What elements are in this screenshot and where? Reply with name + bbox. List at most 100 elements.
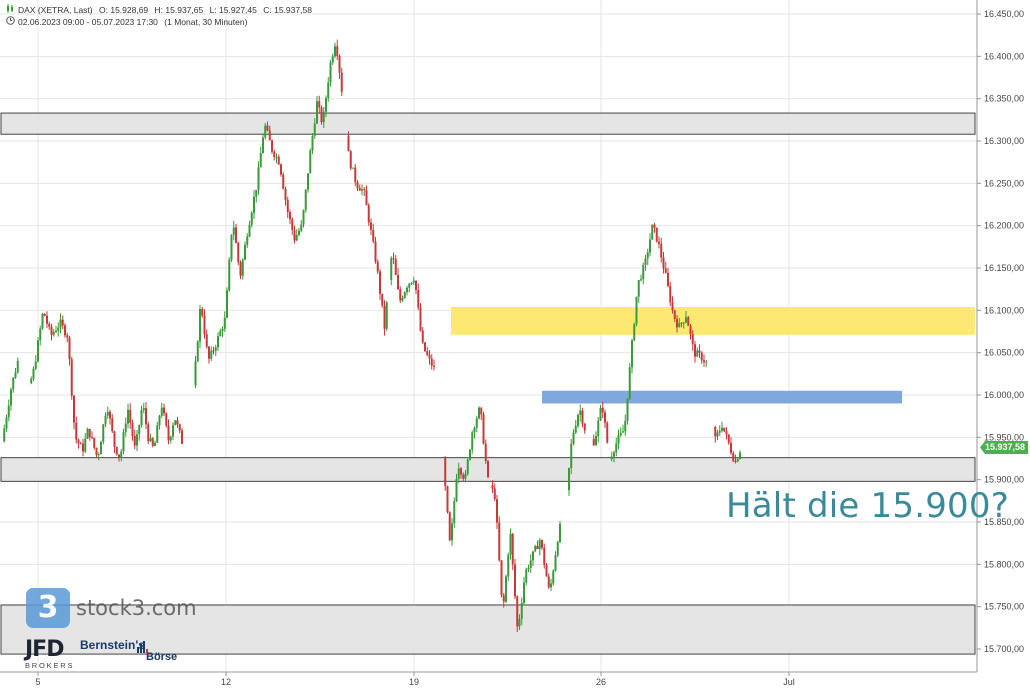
candle-body [16,360,19,373]
candle-body [167,425,170,441]
candle-body [111,418,114,432]
candle-body [379,271,381,294]
candle-body [599,407,602,421]
candle-body [325,98,327,112]
candle-body [626,398,629,421]
candle-body [374,241,377,262]
candle-body [671,302,674,311]
candle-body [361,189,363,191]
candle-body [273,151,276,158]
candle-body [397,274,399,290]
candle-body [552,570,555,584]
candle-body [340,72,343,92]
candle-body [392,258,395,260]
candle-body [129,409,132,423]
instrument-name: DAX (XETRA, Last) [18,5,93,15]
candle-body [394,259,397,275]
clock-icon [5,16,15,27]
candle-body [84,438,87,452]
candle-body [570,443,573,469]
candle-body [302,210,305,225]
candle-body [253,196,255,213]
candle-body [455,478,458,502]
candle-body [604,412,606,423]
candle-body [100,441,102,455]
candle-body [12,377,15,390]
y-tick-label: 15.800,00 [984,559,1024,569]
y-axis-ticks: 16.450,00 16.400,00 16.350,00 16.300,00 16.2… [977,9,1024,654]
candle-body [732,453,735,462]
candle-body [615,443,618,453]
candle-body [577,414,579,426]
candle-body [212,350,215,352]
candle-body [163,407,165,414]
candle-body [311,135,314,151]
candle-body [527,567,530,570]
candle-body [408,283,411,288]
candle-body [43,313,46,316]
candle-body [727,434,730,443]
candle-body [68,337,71,360]
y-tick-label: 16.050,00 [984,348,1024,358]
candle-body [34,361,37,369]
candle-body [583,423,586,431]
candle-body [478,407,480,419]
open-value: O: 15.928,69 [99,5,149,15]
x-tick-label: 26 [596,677,606,687]
candle-body [667,272,669,286]
candle-body [3,428,6,442]
candle-body [149,438,152,442]
jfd-sub: BROKERS [25,661,75,670]
candle-body [160,407,163,417]
x-tick-label: 5 [35,677,40,687]
candle-body [201,309,204,316]
x-tick-label: 19 [409,677,419,687]
candle-body [257,167,260,190]
zones [0,112,976,655]
bernstein-logo-line2: Börse [146,651,178,663]
candle-body [57,327,60,331]
candle-body [444,457,447,487]
candle-body [547,576,550,588]
candle-body [637,280,640,297]
candle-body [262,137,264,154]
candle-body [113,431,116,447]
candle-body [127,409,129,424]
candle-body [109,411,111,419]
candle-body [349,151,352,169]
candle-body [559,524,561,543]
candle-body [138,424,141,435]
candle-body [246,236,249,245]
candle-body [172,425,174,437]
candle-body [136,434,138,446]
candle-body [714,426,717,437]
candle-body [613,452,615,457]
stock3-logo: 3 [26,588,70,628]
candle-body [433,365,435,367]
candle-body [331,56,334,63]
candle-body [473,427,476,433]
candle-body [673,310,676,320]
candle-body [698,350,701,353]
candle-body [644,258,647,266]
candle-body [5,417,8,429]
candle-body [669,285,672,303]
candle-body [509,533,512,555]
candle-body [59,319,62,328]
candle-body [70,359,73,396]
candle-body [309,150,312,174]
stock3-text: stock3.com [76,596,197,620]
candle-body [529,560,532,568]
candle-body [523,582,525,603]
candle-body [487,461,489,477]
candle-body [419,307,422,331]
candle-body [457,468,460,479]
candle-body [244,244,246,260]
candle-body [628,367,631,399]
candle-body [581,410,584,424]
candle-body [140,409,143,425]
candle-body [46,315,48,324]
grid [0,0,977,672]
candle-body [496,499,498,523]
candle-body [39,328,42,341]
